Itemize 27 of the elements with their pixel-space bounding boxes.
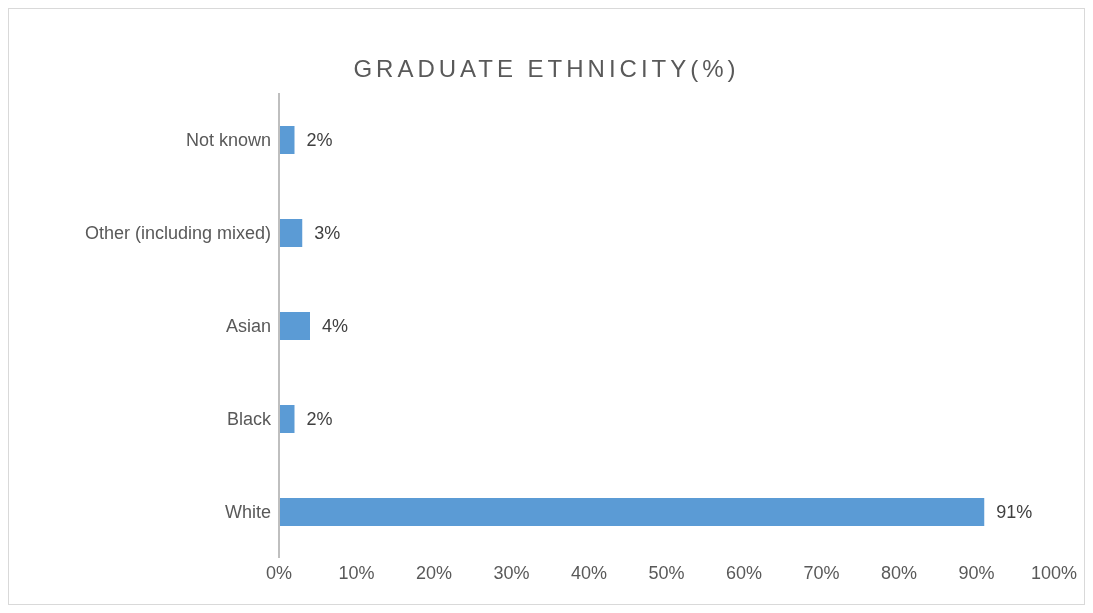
- chart-title: GRADUATE ETHNICITY(%): [352, 55, 741, 83]
- data-label: 2%: [306, 409, 333, 430]
- x-tick-label: 80%: [880, 562, 918, 583]
- x-tick-label: 0%: [265, 562, 293, 583]
- x-tick-label: 70%: [803, 562, 840, 583]
- bar: [279, 312, 310, 340]
- bar: [279, 219, 303, 247]
- y-tick-label: White: [224, 501, 271, 522]
- x-tick-label: 60%: [725, 562, 763, 583]
- y-tick-label: Asian: [225, 315, 271, 336]
- x-tick-label: 30%: [493, 562, 530, 583]
- x-tick-label: 40%: [570, 562, 608, 583]
- x-tick-label: 90%: [958, 562, 995, 583]
- bar: [279, 126, 295, 154]
- data-label: 4%: [322, 316, 349, 337]
- y-tick-label: Other (including mixed): [84, 222, 271, 243]
- data-label: 2%: [306, 130, 333, 151]
- y-tick-label: Not known: [185, 129, 271, 150]
- bar: [279, 405, 295, 433]
- x-tick-label: 50%: [648, 562, 685, 583]
- x-tick-label: 10%: [338, 562, 375, 583]
- bar: [279, 498, 985, 526]
- x-tick-label: 100%: [1030, 562, 1078, 583]
- data-label: 91%: [996, 502, 1033, 523]
- x-tick-label: 20%: [415, 562, 453, 583]
- data-label: 3%: [314, 223, 341, 244]
- y-tick-label: Black: [226, 408, 272, 429]
